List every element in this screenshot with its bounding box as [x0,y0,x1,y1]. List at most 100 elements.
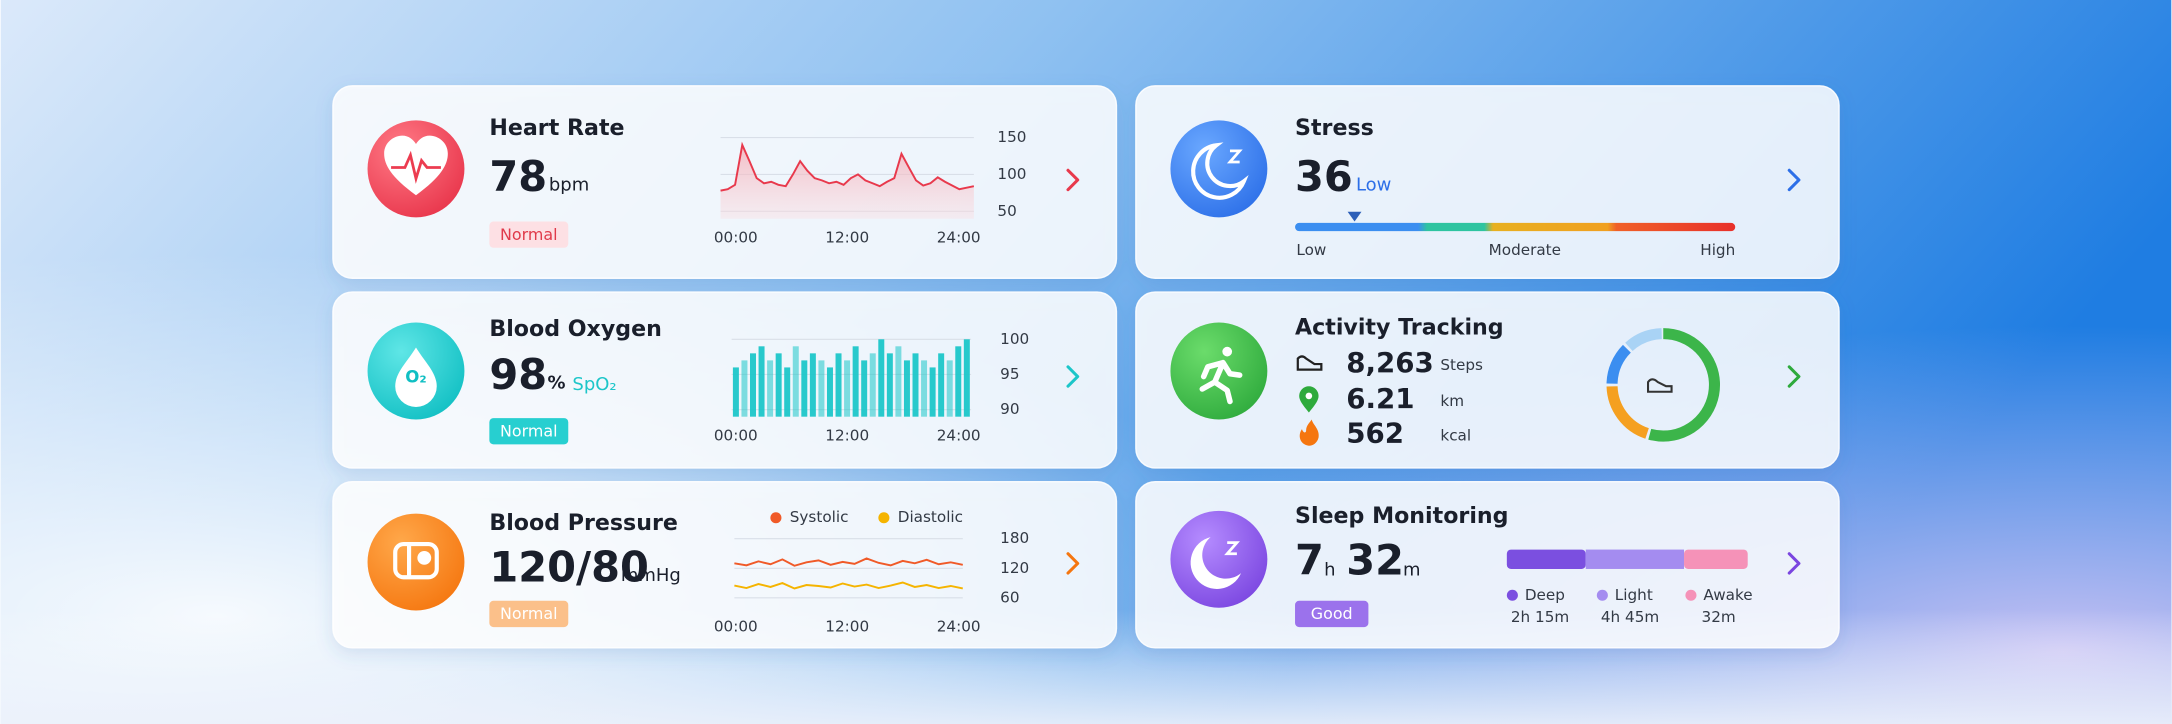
bar [767,360,774,417]
runner-icon [1199,346,1243,405]
legend-dot [770,512,782,524]
scale-label: Low [1296,241,1326,259]
ring-segment [1606,328,1721,442]
icon-bg [367,513,465,611]
card-title: Blood Pressure [489,510,678,536]
y-tick-label: 60 [1000,588,1019,606]
bar [861,360,868,417]
activity-ring [1606,328,1721,442]
x-tick-label: 12:00 [825,229,869,247]
line [734,557,963,567]
card-title: Activity Tracking [1295,315,1504,341]
bar [912,353,919,417]
sleep-bar-segment [1506,549,1586,569]
chevron[interactable] [1066,365,1080,388]
sleep-stages: Deep 2h 15m Light 4h 45m Awake 32m [1506,549,1753,626]
bar [938,353,945,417]
metric-unit: kcal [1440,427,1471,445]
metric-unit: km [1440,392,1464,410]
x-tick-label: 24:00 [937,618,981,636]
cuff-icon [393,541,439,580]
status-badge [489,418,569,445]
metric-unit: % [547,372,565,393]
bar [946,360,953,417]
scale-label: High [1700,241,1735,259]
x-tick-label: 12:00 [825,427,869,445]
bar [750,353,756,417]
bar [818,360,825,417]
line [734,581,963,590]
status-text: Good [1311,604,1353,623]
y-tick-label: 120 [1000,559,1029,577]
bar [758,346,765,417]
y-tick-label: 180 [1000,529,1029,547]
stage-duration: 32m [1702,608,1736,626]
bar [895,346,902,417]
bar [775,353,782,417]
flame-icon [1299,419,1319,446]
metric-value: 78 [489,152,547,201]
stress-marker [1347,211,1362,222]
bar [903,360,910,417]
bar [929,367,936,417]
z-icon [1226,149,1243,164]
metric-unit: Steps [1440,356,1483,374]
chevron[interactable] [1066,168,1080,192]
bar [955,346,962,417]
legend-label: Deep [1525,586,1565,604]
card-title: Blood Oxygen [489,316,661,342]
metric-value: 7 [1295,535,1324,584]
bar [869,353,876,417]
metric-unit: h [1324,559,1335,580]
line [720,141,975,192]
status-text: Normal [500,225,558,244]
bar [784,367,791,417]
metric-unit: bpm [549,174,589,195]
metric-value: 32 [1346,535,1404,584]
bar [886,353,893,417]
chevron[interactable] [1066,552,1080,575]
x-tick-label: 00:00 [714,229,758,247]
bar [878,339,885,417]
icon-bg [1170,510,1268,608]
bar [963,339,970,417]
x-tick-label: 00:00 [714,618,758,636]
chevron[interactable] [1787,552,1801,575]
stress-scale [1295,222,1736,232]
stage-duration: 4h 45m [1601,608,1659,626]
stress-level: Low [1356,174,1391,195]
metric-value: 8,263 [1346,346,1434,379]
y-tick-label: 90 [1000,400,1019,418]
stage-duration: 2h 15m [1511,608,1569,626]
x-tick-label: 12:00 [825,618,869,636]
z-icon [1224,541,1240,556]
icon-label: O₂ [405,367,426,386]
x-tick-label: 24:00 [937,229,981,247]
moon-icon [1190,537,1242,589]
y-tick-label: 100 [1000,330,1029,348]
bar [741,360,748,417]
chevron[interactable] [1787,365,1801,388]
activity-metrics: 8,263 Steps 6.21 km 562 kcal [1346,346,1483,450]
legend-label: Awake [1703,586,1752,604]
chevron[interactable] [1787,168,1801,192]
status-badge [1295,600,1369,628]
icons [367,120,1268,611]
metric-value: 36 [1295,152,1353,201]
metric-value: 98 [489,350,547,399]
x-tick-label: 00:00 [714,427,758,445]
x-tick-label: 24:00 [937,427,981,445]
cuff-icon [417,550,432,565]
status-badge [489,221,569,248]
y-tick-label: 150 [997,128,1026,146]
bar [801,360,808,417]
bar [835,353,842,417]
pulse-icon [391,150,441,184]
shoe-icon [1646,378,1673,393]
card-title: Sleep Monitoring [1295,503,1508,529]
metric-value: 120/80 [489,542,649,591]
bar [852,346,859,417]
